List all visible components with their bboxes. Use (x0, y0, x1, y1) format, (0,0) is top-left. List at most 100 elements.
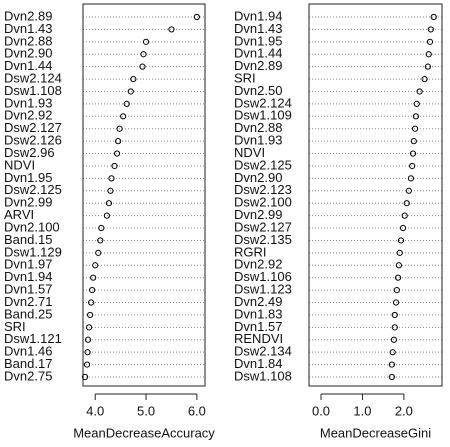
category-label: NDVI (234, 145, 265, 160)
category-label: SRI (234, 71, 256, 86)
point (426, 38, 434, 45)
point (430, 13, 437, 21)
point (411, 125, 419, 132)
point (427, 26, 434, 33)
point (392, 299, 400, 306)
point (127, 88, 134, 95)
x-axis-title: MeanDecreaseAccuracy (73, 425, 215, 440)
category-label: Dsw2.96 (4, 145, 55, 160)
point (394, 274, 402, 281)
category-label: Dvn1.43 (234, 21, 282, 36)
point (388, 361, 395, 368)
point (409, 162, 416, 170)
point (87, 311, 94, 319)
point (407, 175, 415, 182)
point (92, 262, 99, 269)
category-label: Dsw1.129 (4, 244, 62, 259)
point (86, 324, 93, 331)
category-label: Dvn1.94 (234, 8, 282, 23)
point (123, 100, 130, 107)
point (97, 237, 104, 244)
category-label: Dvn1.93 (234, 133, 282, 148)
category-label: Band.25 (4, 306, 52, 321)
category-label: Dsw2.125 (234, 157, 292, 172)
point (90, 274, 97, 281)
point (391, 311, 398, 319)
category-label: ARVI (4, 207, 34, 222)
point (421, 75, 428, 83)
point (397, 237, 405, 244)
category-label: Dvn2.99 (4, 195, 52, 210)
point (84, 349, 91, 356)
category-label: Dsw1.109 (234, 108, 292, 123)
point (111, 162, 118, 170)
category-label: Dsw2.134 (234, 344, 292, 359)
x-tick-label: 6.0 (188, 403, 206, 418)
category-label: Dsw2.125 (4, 182, 62, 197)
point (409, 150, 417, 157)
point (412, 113, 419, 120)
category-label: Dsw1.108 (4, 83, 62, 98)
category-label: Dvn2.49 (234, 294, 282, 309)
category-label: Dsw2.126 (4, 133, 62, 148)
point (388, 373, 395, 381)
point (105, 200, 113, 207)
point (103, 212, 110, 219)
category-label: Dvn2.89 (234, 58, 282, 73)
point (393, 287, 400, 294)
category-label: Dvn2.92 (234, 257, 282, 272)
category-label: Band.15 (4, 232, 52, 247)
category-label: Dvn2.88 (234, 120, 282, 135)
category-label: Dvn2.75 (4, 368, 52, 383)
point (416, 88, 423, 95)
point (403, 200, 410, 207)
point (391, 324, 398, 331)
x-tick-label: 4.0 (86, 403, 104, 418)
point (98, 224, 105, 232)
point (390, 336, 398, 343)
point (95, 249, 102, 256)
point (139, 63, 146, 70)
point (89, 287, 96, 294)
category-label: Dsw2.127 (4, 120, 62, 135)
x-tick-label: 5.0 (137, 403, 155, 418)
x-axis-title: MeanDecreaseGini (320, 425, 431, 440)
point (399, 224, 407, 232)
category-label: RENDVI (234, 331, 283, 346)
point (413, 100, 420, 107)
point (120, 113, 127, 120)
category-label: Dvn1.97 (4, 257, 52, 272)
category-label: Dvn2.89 (4, 8, 52, 23)
point (88, 299, 95, 306)
point (410, 138, 417, 145)
point (395, 262, 403, 269)
category-label: Dvn1.95 (234, 33, 282, 48)
x-tick-label: 1.0 (353, 403, 371, 418)
category-label: Dsw2.123 (234, 182, 292, 197)
category-label: Dvn1.44 (4, 58, 52, 73)
point (107, 187, 114, 194)
category-label: Band.17 (4, 356, 52, 371)
category-label: Dvn2.99 (234, 207, 282, 222)
point (424, 63, 432, 70)
point (142, 38, 150, 45)
category-label: Dvn1.43 (4, 21, 52, 36)
category-label: SRI (4, 319, 26, 334)
point (405, 187, 412, 194)
category-label: Dvn1.57 (234, 319, 282, 334)
point (114, 138, 122, 145)
point (83, 361, 91, 368)
point (81, 373, 89, 381)
point (130, 75, 137, 83)
category-label: Dsw2.135 (234, 232, 292, 247)
point (396, 249, 403, 256)
x-tick-label: 0.0 (312, 403, 330, 418)
category-label: Dvn1.46 (4, 344, 52, 359)
category-label: Dvn1.83 (234, 306, 282, 321)
category-label: Dsw2.127 (234, 219, 292, 234)
plot-box (308, 3, 443, 387)
point (116, 125, 123, 132)
category-label: Dvn1.93 (4, 95, 52, 110)
category-label: Dvn2.92 (4, 108, 52, 123)
